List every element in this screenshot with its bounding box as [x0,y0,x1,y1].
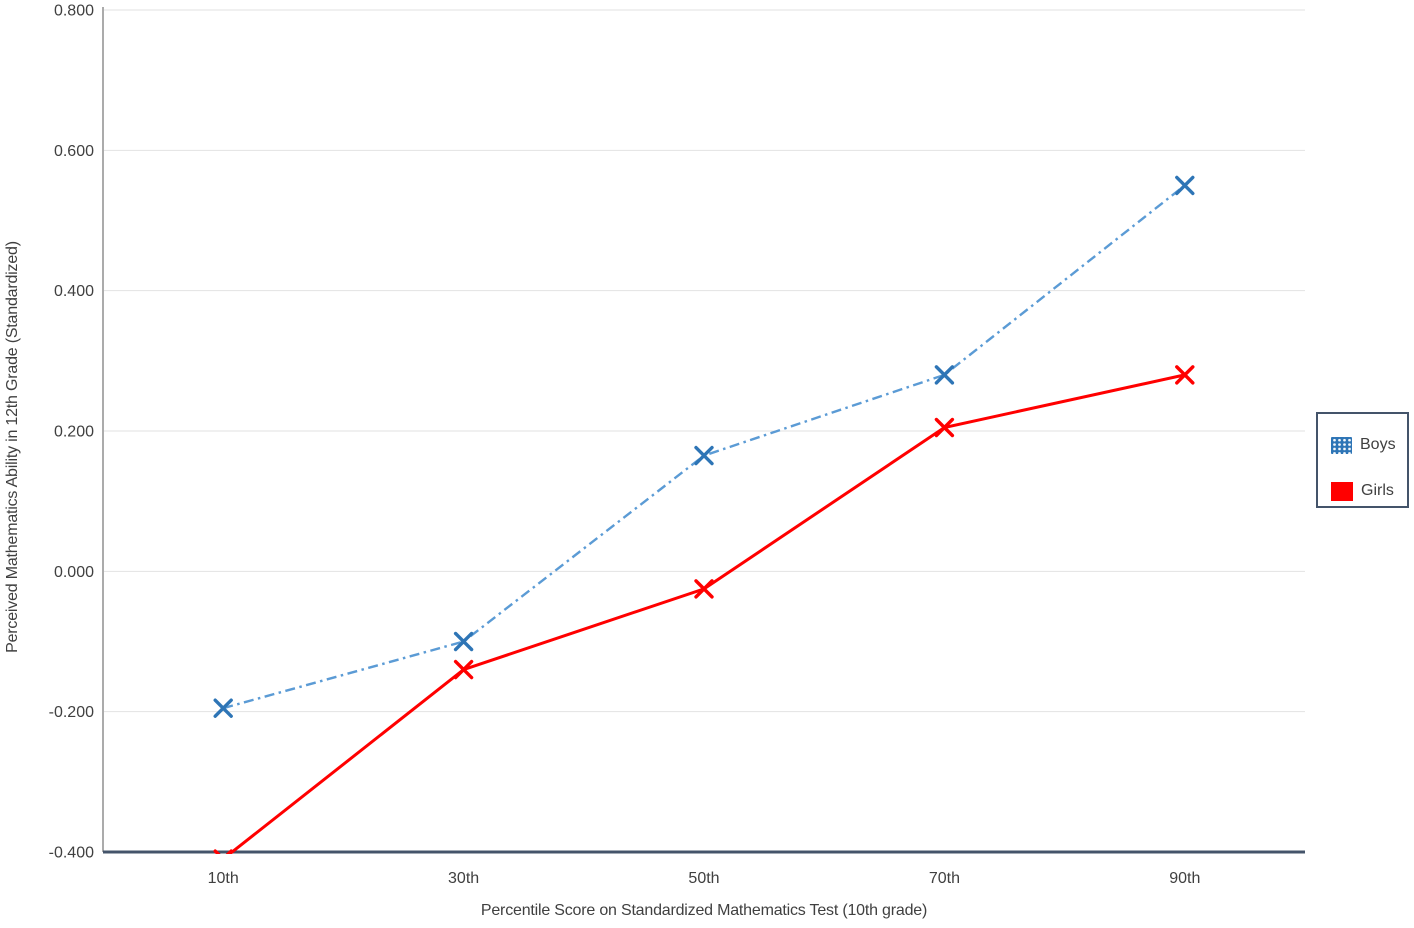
y-axis-title: Perceived Mathematics Ability in 12th Gr… [4,241,21,653]
girls-series-swatch [1331,481,1353,501]
boys-data-point-marker [694,445,714,466]
legend: Boys Girls [1316,412,1409,508]
x-tick-label: 30th [448,870,479,887]
legend-label-girls: Girls [1361,482,1394,499]
y-tick-label: 0.600 [54,143,94,160]
girls-series-line [227,373,1186,854]
boys-data-point-marker [1175,175,1195,196]
girls-data-point-marker [453,659,474,680]
boys-series-swatch [1331,436,1352,454]
boys-data-point-marker [934,365,955,385]
y-tick-label: 0.800 [54,3,94,20]
y-tick-label: 0.200 [54,424,94,441]
y-tick-label: 0.400 [54,283,94,300]
boys-data-point-marker [213,698,233,718]
x-tick-label: 90th [1169,870,1200,887]
y-tick-label: -0.400 [49,845,94,862]
girls-data-point-marker [934,417,955,438]
girls-data-point-marker [694,579,714,599]
boys-series-line [222,184,1186,710]
y-tick-label: 0.000 [54,564,94,581]
y-tick-label: -0.200 [49,704,94,721]
x-tick-label: 70th [929,870,960,887]
girls-data-point-marker [1175,365,1195,385]
x-tick-label: 50th [688,870,719,887]
legend-label-boys: Boys [1360,436,1396,453]
legend-item-boys: Boys [1331,435,1407,455]
x-axis-title: Percentile Score on Standardized Mathema… [480,902,928,919]
x-tick-label: 10th [208,870,239,887]
legend-item-girls: Girls [1331,481,1407,501]
boys-data-point-marker [453,631,474,652]
girls-data-point-marker [213,849,233,854]
